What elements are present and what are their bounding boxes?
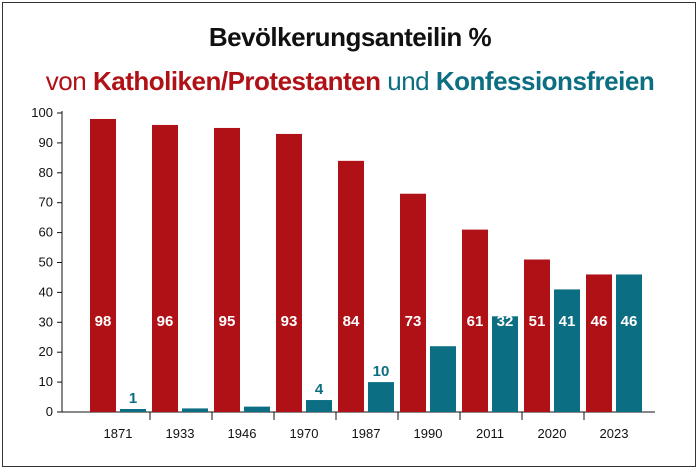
bar-red bbox=[462, 229, 488, 412]
title-word-von: von bbox=[45, 66, 87, 96]
x-tick-label: 1990 bbox=[414, 426, 443, 441]
chart-title-line2: von Katholiken/Protestanten und Konfessi… bbox=[0, 66, 700, 97]
x-tick-label: 2023 bbox=[600, 426, 629, 441]
data-label: 32 bbox=[497, 313, 514, 330]
data-label: 22 bbox=[435, 313, 452, 330]
data-label: 93 bbox=[281, 313, 298, 330]
title-word-und: und bbox=[387, 66, 430, 96]
bar-red bbox=[214, 127, 240, 412]
x-tick-label: 1946 bbox=[228, 426, 257, 441]
bar-red bbox=[524, 259, 550, 412]
x-tick-label: 1987 bbox=[352, 426, 381, 441]
y-tick-label: 30 bbox=[39, 314, 53, 329]
chart-title-unit: in % bbox=[439, 22, 492, 52]
y-tick-label: 80 bbox=[39, 165, 53, 180]
y-tick-label: 60 bbox=[39, 225, 53, 240]
data-label: 61 bbox=[467, 313, 484, 330]
bar-red bbox=[152, 124, 178, 413]
x-tick-label: 1970 bbox=[290, 426, 319, 441]
y-tick-label: 90 bbox=[39, 135, 53, 150]
data-label: 84 bbox=[343, 313, 360, 330]
bar-red bbox=[400, 193, 426, 412]
data-label: 73 bbox=[405, 313, 422, 330]
data-label: 51 bbox=[529, 313, 546, 330]
bar-red bbox=[90, 118, 116, 412]
y-tick-label: 20 bbox=[39, 344, 53, 359]
x-tick-label: 1871 bbox=[104, 426, 133, 441]
title-series-red: Katholiken/Protestanten bbox=[92, 66, 381, 96]
data-label: 10 bbox=[373, 363, 390, 380]
bar-teal bbox=[306, 400, 332, 412]
bar-teal bbox=[492, 316, 518, 412]
bar-teal bbox=[368, 382, 394, 412]
chart-title-main: Bevölkerungsanteil bbox=[208, 22, 440, 52]
bar-red bbox=[338, 160, 364, 412]
bar-red bbox=[586, 274, 612, 412]
data-label: 46 bbox=[591, 313, 608, 330]
bar-teal bbox=[616, 274, 642, 412]
bar-teal bbox=[120, 409, 146, 412]
data-label: 46 bbox=[621, 313, 638, 330]
y-tick-label: 100 bbox=[31, 105, 53, 120]
y-tick-label: 10 bbox=[39, 374, 53, 389]
bar-teal bbox=[430, 346, 456, 412]
data-label: 98 bbox=[95, 313, 112, 330]
bar-teal bbox=[182, 408, 208, 412]
bar-teal bbox=[554, 289, 580, 412]
x-tick-label: 2011 bbox=[476, 426, 504, 441]
title-series-teal: Konfessionsfreien bbox=[435, 66, 655, 96]
bar-red bbox=[276, 133, 302, 412]
data-label: 41 bbox=[559, 313, 576, 330]
data-label: 1 bbox=[129, 390, 137, 407]
y-tick-label: 0 bbox=[46, 404, 53, 419]
x-tick-label: 1933 bbox=[166, 426, 195, 441]
chart-title-line1: Bevölkerungsanteilin % bbox=[0, 22, 700, 53]
bar-teal bbox=[244, 406, 270, 412]
data-label: 4 bbox=[315, 381, 324, 398]
x-tick-label: 2020 bbox=[538, 426, 567, 441]
y-tick-label: 50 bbox=[39, 255, 53, 270]
data-label: 95 bbox=[219, 313, 236, 330]
y-tick-label: 70 bbox=[39, 195, 53, 210]
y-tick-label: 40 bbox=[39, 284, 53, 299]
data-label: 96 bbox=[157, 313, 174, 330]
